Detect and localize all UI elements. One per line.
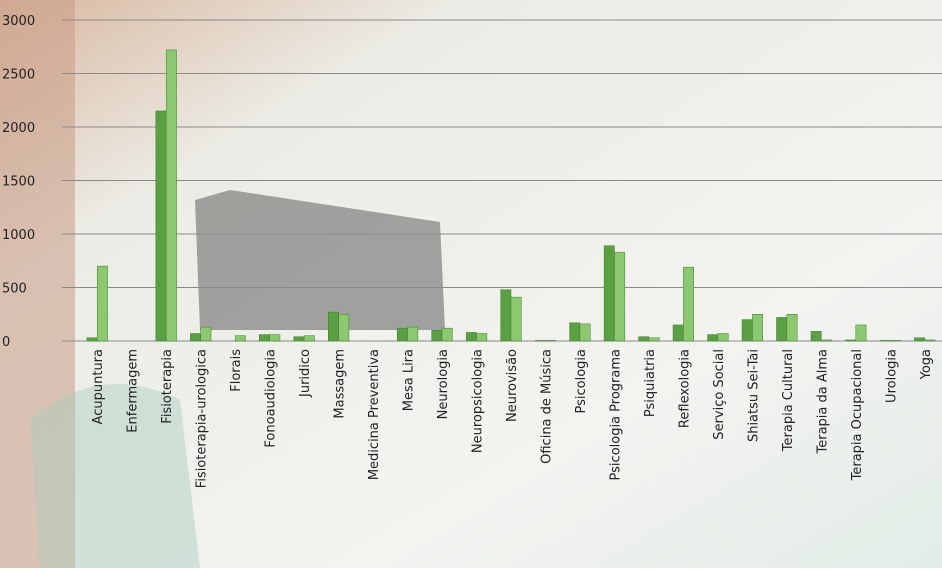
bar [259, 334, 270, 342]
x-tick-label: Massagem [333, 349, 348, 419]
bar [821, 339, 832, 342]
y-tick-label: 1000 [2, 228, 35, 243]
bar [234, 335, 246, 342]
x-tick-label: Mesa Lira [402, 349, 417, 411]
bar [786, 314, 798, 342]
bar [752, 314, 763, 342]
bar [165, 49, 177, 342]
bar [924, 339, 936, 342]
x-tick-label: Psicologia [574, 349, 589, 414]
bar [293, 336, 305, 342]
x-tick-label: Neurovisão [505, 349, 520, 422]
bar [603, 245, 615, 342]
bar [269, 334, 281, 342]
bar [396, 327, 408, 342]
bar [717, 333, 729, 342]
x-tick-label: Fonoaudiologia [264, 349, 279, 448]
bar [683, 266, 694, 342]
bar [672, 324, 684, 342]
bar [86, 337, 98, 342]
bar [510, 296, 522, 342]
bar [845, 339, 857, 342]
bar [338, 314, 350, 342]
y-tick-label: 500 [2, 282, 27, 297]
bar [303, 335, 315, 342]
bar [648, 337, 660, 342]
bar [534, 340, 546, 342]
x-tick-label: Shiatsu Sei-Tai [746, 349, 761, 442]
x-tick-label: Yoga [919, 349, 934, 380]
y-tick-label: 1500 [2, 175, 35, 190]
x-tick-label: Juridico [298, 349, 313, 398]
x-tick-label: Terapia Ocupacional [850, 349, 865, 481]
x-tick-label: Fisioterapia-urologica [195, 349, 210, 488]
bar [328, 311, 339, 342]
x-tick-label: Enfermagem [126, 349, 141, 433]
x-tick-label: Psiquiatria [643, 349, 658, 417]
x-tick-label: Neurologia [436, 349, 451, 419]
background-shape [195, 190, 445, 330]
y-tick-label: 0 [2, 335, 10, 350]
bar [569, 322, 581, 342]
x-tick-label: Neuropsicologia [471, 349, 486, 453]
bar [190, 333, 201, 342]
bar [476, 333, 488, 342]
x-tick-label: Fisioterapia [160, 349, 175, 424]
x-tick-label: Medicina Preventiva [367, 349, 382, 480]
bar [855, 324, 867, 342]
x-tick-label: Urologia [884, 349, 899, 403]
bar [579, 323, 591, 342]
y-tick-label: 2000 [2, 121, 35, 136]
bar [500, 289, 512, 342]
bar [96, 265, 108, 342]
bar [407, 326, 419, 342]
x-tick-label: Oficina de Música [539, 349, 554, 464]
background-shape [0, 0, 75, 568]
background-shape [30, 384, 200, 568]
bar [879, 340, 891, 342]
x-tick-label: Florais [229, 349, 244, 392]
bar [465, 332, 477, 342]
y-tick-label: 3000 [2, 14, 35, 29]
bar [200, 326, 212, 342]
x-tick-label: Terapia da Alma [815, 349, 830, 455]
bar [441, 327, 453, 342]
bar [545, 340, 557, 342]
bar [638, 336, 650, 342]
x-tick-label: Reflexologia [677, 349, 692, 428]
x-tick-label: Acupuntura [91, 349, 106, 424]
bar [707, 334, 719, 342]
bar [810, 331, 822, 342]
y-tick-label: 2500 [2, 68, 35, 83]
plot: 0 500 1000 1500 2000 2500 3000 Acupuntura Enferm… [2, 14, 942, 488]
bar [741, 319, 753, 342]
bar [155, 110, 167, 342]
bar [776, 317, 788, 342]
x-tick-label: Serviço Social [712, 349, 727, 440]
bar [890, 340, 901, 342]
bar [614, 251, 626, 342]
x-tick-label: Psicologia Programa [608, 349, 623, 480]
bar [431, 330, 443, 342]
x-tick-label: Terapia Cultural [781, 349, 796, 452]
bar [914, 337, 926, 342]
